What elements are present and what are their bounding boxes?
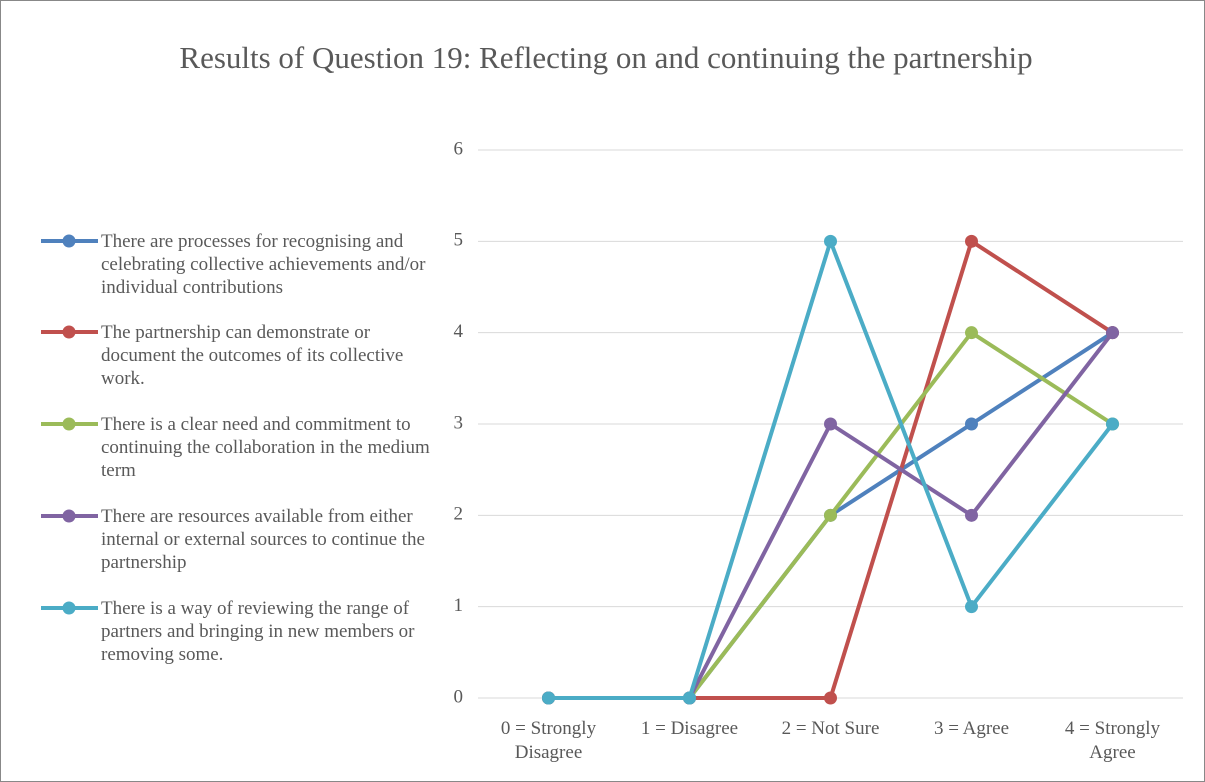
data-point (542, 691, 555, 705)
data-point (965, 417, 978, 431)
legend-marker (62, 601, 76, 615)
legend-marker (62, 509, 76, 523)
x-tick-label: 3 = Agree (933, 718, 1010, 739)
legend-label: There are resources available from eithe… (101, 506, 425, 573)
data-point (965, 234, 978, 248)
x-tick-label: 1 = Disagree (640, 718, 739, 739)
x-tick-label: 4 = Strongly Agree (1064, 718, 1161, 763)
chart-title: Results of Question 19: Reflecting on an… (179, 40, 1033, 75)
y-tick-label: 1 (454, 595, 464, 616)
data-point (1106, 326, 1119, 340)
legend-label: There is a clear need and commitment to … (101, 414, 430, 481)
legend-marker (62, 234, 76, 248)
x-tick-label: 0 = Strongly Disagree (500, 718, 597, 763)
data-point (1106, 417, 1119, 431)
data-point (965, 600, 978, 614)
data-point (965, 326, 978, 340)
data-point (824, 691, 837, 705)
data-point (683, 691, 696, 705)
series-line (548, 239, 1115, 700)
y-tick-label: 5 (454, 230, 464, 251)
legend-label: There are processes for recognising and … (101, 231, 426, 298)
data-point (824, 508, 837, 522)
legend-label: There is a way of reviewing the range of… (101, 598, 415, 665)
y-tick-label: 3 (454, 412, 464, 433)
legend-marker (62, 325, 76, 339)
y-tick-label: 2 (454, 504, 464, 525)
data-point (824, 234, 837, 248)
series-line (548, 239, 1114, 700)
y-tick-label: 0 (454, 686, 464, 707)
legend-marker (62, 417, 76, 431)
data-point (965, 508, 978, 522)
y-tick-label: 4 (454, 321, 464, 342)
data-point (824, 417, 837, 431)
x-tick-label: 2 = Not Sure (781, 718, 880, 739)
y-tick-label: 6 (454, 138, 464, 159)
legend-label: The partnership can demonstrate or docum… (101, 322, 404, 389)
